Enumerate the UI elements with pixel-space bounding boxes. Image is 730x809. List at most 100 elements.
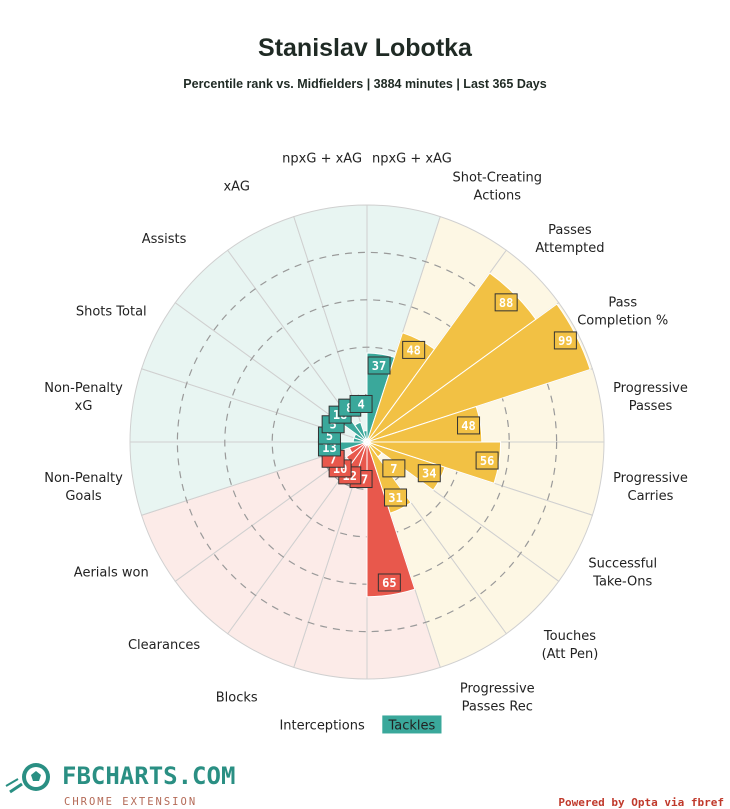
value-label-tackles: 65 xyxy=(377,573,401,592)
category-label-text: Aerials won xyxy=(74,565,149,580)
value-label-progressive-passes: 48 xyxy=(457,416,481,435)
value-badge xyxy=(402,340,426,359)
category-label-touches-att-pen: Touches (Att Pen) xyxy=(542,629,599,662)
category-label-shots-total: Shots Total xyxy=(76,305,147,320)
value-text: 5 xyxy=(326,429,333,443)
value-badge xyxy=(382,459,406,478)
category-label-text: Tackles xyxy=(387,718,435,733)
value-labels: 3748889948563473165171210713551884 xyxy=(317,293,577,592)
category-label-text: Progressive xyxy=(613,471,688,486)
category-label-npxg-xag: npxG + xAG xyxy=(372,152,452,167)
value-label-successful-take-ons: 34 xyxy=(417,464,441,483)
value-text: 65 xyxy=(382,576,396,590)
brand-tagline: CHROME EXTENSION xyxy=(64,796,197,808)
category-label-text: Goals xyxy=(65,489,102,504)
category-label-text: Carries xyxy=(628,489,674,504)
bar-npxg-xag xyxy=(362,430,368,441)
category-label-assists: Assists xyxy=(142,232,187,247)
category-label-text: Interceptions xyxy=(279,718,365,733)
category-label-npxg-xag: npxG + xAG xyxy=(282,152,362,167)
value-text: 48 xyxy=(461,419,475,433)
value-label-progressive-carries: 56 xyxy=(475,451,499,470)
category-label-pass-completion: Pass Completion % xyxy=(577,296,668,329)
value-text: 37 xyxy=(372,359,386,373)
category-label-progressive-carries: Progressive Carries xyxy=(613,471,688,504)
value-text: 5 xyxy=(330,418,337,432)
category-label-xag: xAG xyxy=(223,179,249,194)
category-label-text: Successful xyxy=(588,556,657,571)
category-label-text: xG xyxy=(75,399,93,414)
value-label-pass-completion: 99 xyxy=(553,331,577,350)
category-label-text: Pass xyxy=(608,296,637,311)
category-label-non-penalty-goals: Non-Penalty Goals xyxy=(44,471,123,504)
value-badge xyxy=(349,394,373,413)
value-text: 7 xyxy=(330,452,337,466)
value-badge xyxy=(457,416,481,435)
chart-title: Stanislav Lobotka xyxy=(258,34,473,62)
data-credit: Powered by Opta via fbref xyxy=(558,796,724,809)
value-badge xyxy=(417,464,441,483)
category-label-passes-attempted: Passes Attempted xyxy=(535,223,604,256)
category-label-text: Clearances xyxy=(128,638,200,653)
value-label-progressive-passes-rec: 31 xyxy=(384,488,408,507)
value-label-passes-attempted: 88 xyxy=(494,293,518,312)
soccer-ball-icon xyxy=(5,763,50,794)
category-label-blocks: Blocks xyxy=(216,691,258,706)
category-label-text: Actions xyxy=(474,188,522,203)
category-labels: npxG + xAGShot-CreatingActionsPassesAtte… xyxy=(44,152,688,734)
highlight-bg xyxy=(382,715,442,734)
value-label-npxg-xag: 37 xyxy=(367,356,391,375)
value-text: 31 xyxy=(388,491,402,505)
category-label-tackles: Tackles xyxy=(382,715,442,734)
category-label-text: Take-Ons xyxy=(592,574,652,589)
bar-tackles xyxy=(366,443,416,598)
category-label-aerials-won: Aerials won xyxy=(74,565,149,580)
value-label-npxg-xag: 4 xyxy=(349,394,373,413)
value-badge xyxy=(367,356,391,375)
value-badge xyxy=(494,293,518,312)
category-label-text: Shot-Creating xyxy=(453,170,543,185)
category-label-text: Touches xyxy=(543,629,596,644)
brand-name: FBCHARTS.COM xyxy=(62,762,235,790)
background-sectors xyxy=(129,204,605,680)
value-badge xyxy=(377,573,401,592)
category-label-text: Passes Rec xyxy=(462,700,533,715)
grid-ring xyxy=(176,251,558,633)
category-label-shot-creating-actions: Shot-Creating Actions xyxy=(453,170,543,203)
category-label-text: (Att Pen) xyxy=(542,647,599,662)
category-label-text: Non-Penalty xyxy=(44,471,123,486)
chart-subtitle: Percentile rank vs. Midfielders | 3884 m… xyxy=(183,77,546,91)
value-label-shot-creating-actions: 48 xyxy=(402,340,426,359)
value-text: 88 xyxy=(499,296,513,310)
category-label-non-penalty-xg: Non-Penalty xG xyxy=(44,381,123,414)
value-badge xyxy=(384,488,408,507)
value-text: 99 xyxy=(558,334,572,348)
value-badge xyxy=(475,451,499,470)
value-text: 4 xyxy=(357,397,364,411)
value-text: 56 xyxy=(480,454,494,468)
value-text: 34 xyxy=(422,467,436,481)
category-label-text: Blocks xyxy=(216,691,258,706)
category-label-successful-take-ons: Successful Take-Ons xyxy=(588,556,657,589)
category-label-text: npxG + xAG xyxy=(372,152,452,167)
category-label-text: Passes xyxy=(548,223,592,238)
category-label-text: Passes xyxy=(629,399,673,414)
value-text: 7 xyxy=(390,462,397,476)
category-label-text: Shots Total xyxy=(76,305,147,320)
category-label-text: Assists xyxy=(142,232,187,247)
value-text: 48 xyxy=(406,343,420,357)
branding-logo: FBCHARTS.COM CHROME EXTENSION xyxy=(5,762,235,808)
category-label-text: Attempted xyxy=(535,241,604,256)
value-label-touches-att-pen: 7 xyxy=(382,459,406,478)
category-label-progressive-passes: Progressive Passes xyxy=(613,381,688,414)
category-label-text: Progressive xyxy=(460,682,535,697)
category-label-clearances: Clearances xyxy=(128,638,200,653)
category-label-text: npxG + xAG xyxy=(282,152,362,167)
category-label-text: Progressive xyxy=(613,381,688,396)
category-label-text: Completion % xyxy=(577,314,668,329)
category-label-text: xAG xyxy=(223,179,249,194)
category-label-progressive-passes-rec: Progressive Passes Rec xyxy=(460,682,535,715)
value-badge xyxy=(553,331,577,350)
bar-pass-completion xyxy=(367,303,591,443)
